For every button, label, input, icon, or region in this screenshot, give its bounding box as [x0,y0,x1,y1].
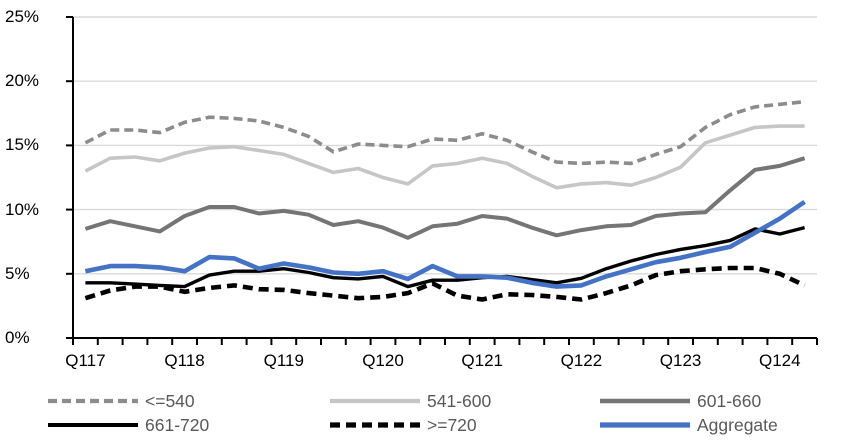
y-tick-label: 5% [5,263,30,283]
plot-area [66,16,818,345]
legend-swatch [600,422,690,428]
x-tick-label: Q118 [164,351,205,370]
series-line-601-660 [84,156,806,240]
legend-swatch [600,398,690,404]
y-tick-label: 15% [5,135,40,155]
y-tick-label: 25% [5,7,40,26]
series-line-720 [84,265,806,302]
legend-item-541-600[interactable]: 541-600 [330,389,491,413]
legend-label: 601-660 [697,390,762,411]
x-tick-label: Q122 [560,351,603,370]
legend-swatch [330,422,420,428]
legend-swatch [48,398,138,404]
legend-swatch [330,398,420,404]
x-tick-label: Q121 [461,351,503,370]
legend-item-aggregate[interactable]: Aggregate [600,413,778,437]
y-tick-label: 20% [5,71,40,91]
series-line-540 [84,99,805,166]
y-tick-label: 10% [5,199,40,219]
x-tick-label: Q120 [362,351,404,370]
x-tick-label: Q124 [759,351,801,370]
legend-label: 541-600 [427,390,492,411]
legend-item-720[interactable]: >=720 [330,413,477,437]
series-line-661-720 [85,225,806,289]
legend-label: Aggregate [697,414,778,435]
series-line-541-600 [84,124,805,190]
legend-item-661-720[interactable]: 661-720 [48,413,209,437]
legend-item-540[interactable]: <=540 [48,389,195,413]
x-tick-label: Q119 [263,351,304,370]
legend-label: >=720 [427,414,477,435]
x-tick-label: Q117 [65,351,106,370]
legend-label: <=540 [145,390,195,411]
legend-label: 661-720 [145,414,210,435]
legend-item-601-660[interactable]: 601-660 [600,389,761,413]
y-tick-label: 0% [5,328,30,347]
series-line-aggregate [84,199,806,289]
legend-swatch [48,423,138,427]
x-tick-label: Q123 [659,351,702,370]
